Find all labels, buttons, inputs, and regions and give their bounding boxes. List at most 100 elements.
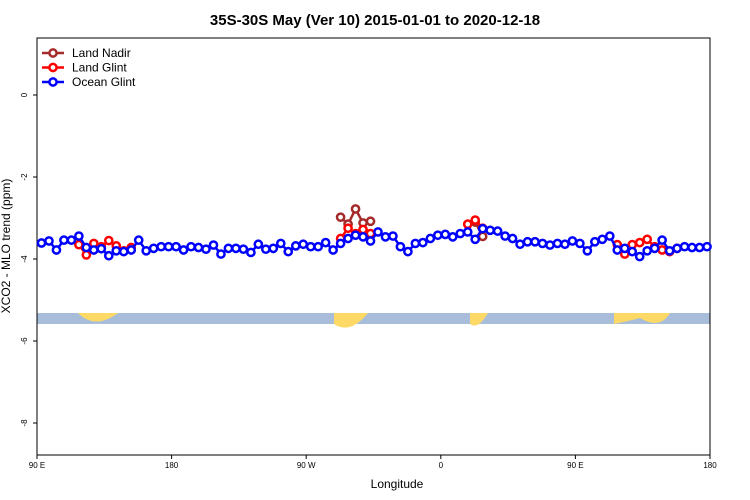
point: [238, 244, 249, 255]
y-tick-label: -6: [20, 337, 29, 345]
point: [530, 236, 540, 247]
point: [81, 250, 92, 260]
point: [410, 238, 421, 249]
point: [627, 246, 638, 257]
series: [36, 223, 712, 262]
point: [634, 251, 645, 262]
point: [231, 243, 241, 254]
y-tick-label: -4: [20, 255, 29, 263]
point: [642, 245, 653, 256]
point: [148, 243, 159, 254]
point: [350, 204, 361, 214]
land-patch: [78, 313, 118, 322]
point: [657, 235, 667, 245]
point: [395, 241, 406, 252]
point: [403, 246, 413, 257]
point: [619, 243, 630, 254]
point: [462, 227, 473, 237]
point: [500, 231, 510, 241]
point: [604, 231, 615, 241]
point: [537, 238, 548, 249]
point: [118, 246, 129, 257]
point: [133, 235, 144, 245]
point: [612, 245, 623, 255]
point: [702, 241, 712, 252]
point: [560, 239, 570, 250]
legend-marker: [48, 77, 58, 87]
x-tick-label: 90 E: [567, 461, 583, 470]
point: [388, 231, 398, 241]
point: [418, 237, 428, 248]
point: [634, 237, 645, 248]
point: [328, 245, 338, 255]
x-tick-label: 180: [165, 461, 179, 470]
x-tick-label: 0: [439, 461, 444, 470]
point: [447, 232, 458, 242]
point: [111, 245, 122, 256]
point: [679, 241, 690, 252]
y-axis-label: XCO2 - MLO trend (ppm): [0, 179, 13, 314]
point: [103, 235, 114, 246]
point: [425, 233, 436, 244]
point: [268, 243, 279, 254]
point: [275, 238, 286, 249]
legend-marker: [48, 48, 58, 58]
point: [365, 236, 376, 246]
point: [246, 247, 256, 258]
land-patch: [334, 313, 368, 328]
point: [687, 242, 697, 253]
point: [88, 245, 99, 255]
point: [462, 219, 473, 230]
legend-label: Ocean Glint: [72, 75, 136, 89]
point: [201, 244, 211, 255]
point: [193, 242, 204, 253]
point: [171, 241, 181, 252]
point: [141, 245, 152, 256]
point: [373, 227, 383, 237]
point: [567, 236, 578, 246]
point: [664, 245, 675, 256]
chart-title: 35S-30S May (Ver 10) 2015-01-01 to 2020-…: [210, 12, 540, 29]
point: [208, 240, 219, 250]
point: [522, 236, 533, 247]
point: [283, 246, 294, 257]
point: [290, 241, 301, 251]
legend-label: Land Nadir: [72, 46, 131, 60]
point: [552, 238, 563, 249]
point: [96, 243, 107, 254]
point: [365, 216, 376, 227]
map-strip: [37, 313, 710, 328]
y-tick-label: 0: [20, 92, 29, 97]
point: [66, 235, 77, 245]
point: [335, 212, 346, 223]
point: [358, 232, 368, 242]
point: [597, 234, 608, 245]
point: [470, 215, 481, 225]
point: [253, 239, 264, 250]
point: [178, 245, 189, 255]
point: [470, 234, 481, 245]
point: [163, 241, 174, 252]
point: [126, 245, 137, 255]
point: [260, 244, 271, 255]
point: [186, 241, 196, 252]
x-axis-label: Longitude: [371, 477, 424, 491]
point: [335, 238, 346, 249]
point: [36, 238, 47, 248]
point: [575, 238, 585, 249]
point: [343, 223, 353, 234]
point: [350, 230, 361, 241]
point: [51, 245, 62, 255]
point: [672, 243, 682, 254]
point: [432, 230, 443, 241]
point: [507, 233, 518, 244]
land-patch: [614, 313, 670, 324]
point: [305, 241, 316, 252]
point: [343, 233, 353, 244]
point: [320, 237, 331, 248]
x-tick-label: 180: [703, 461, 717, 470]
ocean-strip: [37, 313, 710, 324]
point: [694, 242, 705, 253]
